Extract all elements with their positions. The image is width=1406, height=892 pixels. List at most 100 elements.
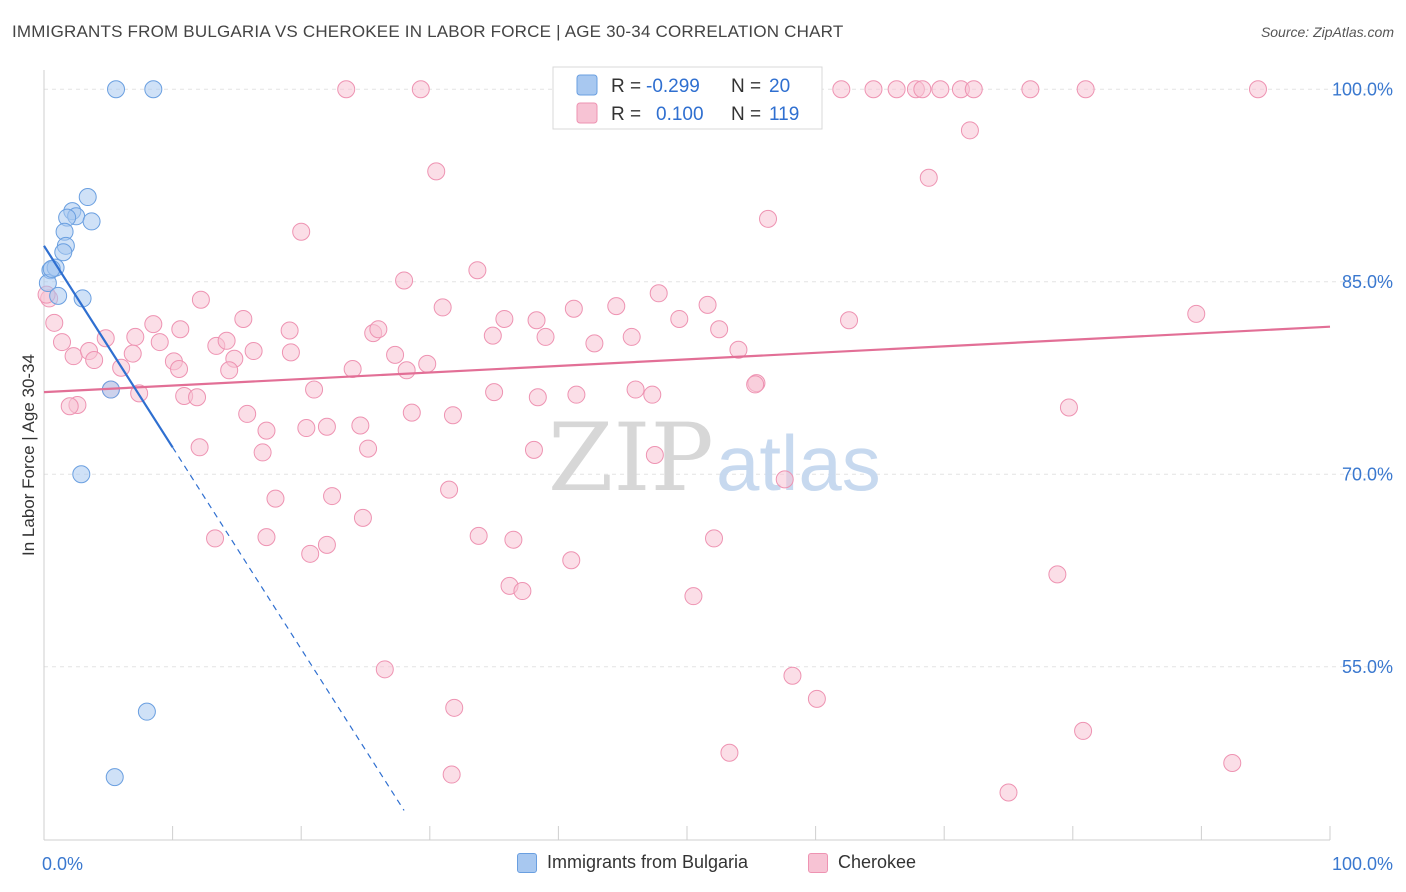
- legend-swatch-bulgaria-bottom: [517, 852, 537, 873]
- cherokee-point-64: [305, 380, 324, 399]
- cherokee-point-95: [301, 544, 320, 563]
- legend-item-bulgaria[interactable]: Immigrants from Bulgaria: [517, 852, 748, 873]
- cherokee-point-119: [60, 397, 79, 416]
- cherokee-point-100: [513, 582, 532, 601]
- bulgaria-point-6: [82, 212, 101, 231]
- x-tick-label-0: 0.0%: [42, 854, 83, 874]
- legend-item-cherokee[interactable]: Cherokee: [808, 852, 916, 873]
- cherokee-point-29: [45, 313, 64, 332]
- cherokee-trend-line: [43, 325, 1331, 394]
- cherokee-point-37: [710, 320, 729, 339]
- cherokee-point-63: [188, 388, 207, 407]
- cherokee-point-19: [395, 271, 414, 290]
- cherokee-point-83: [524, 440, 543, 459]
- cherokee-point-66: [528, 388, 547, 407]
- y-tick-label-1: 85.0%: [1342, 272, 1393, 292]
- cherokee-point-24: [607, 297, 626, 316]
- cherokee-point-12: [1248, 80, 1267, 99]
- chart-title: IMMIGRANTS FROM BULGARIA VS CHEROKEE IN …: [12, 22, 844, 41]
- cherokee-point-22: [433, 298, 452, 317]
- cherokee-point-67: [567, 385, 586, 404]
- cherokee-point-96: [562, 551, 581, 570]
- watermark-atlas: atlas: [716, 419, 881, 507]
- cherokee-point-69: [643, 385, 662, 404]
- legend-r-label-2: R =: [611, 104, 641, 125]
- cherokee-point-98: [1048, 565, 1067, 584]
- cherokee-point-17: [759, 209, 778, 228]
- cherokee-point-1: [411, 80, 430, 99]
- cherokee-point-18: [468, 261, 487, 280]
- cherokee-point-34: [369, 320, 388, 339]
- bulgaria-point-2: [78, 188, 97, 207]
- cherokee-point-106: [1074, 721, 1093, 740]
- cherokee-point-72: [238, 404, 257, 423]
- cherokee-point-49: [85, 351, 104, 370]
- cherokee-point-97: [705, 529, 724, 548]
- trend-lines: [43, 245, 1331, 811]
- cherokee-point-113: [495, 309, 514, 328]
- cherokee-point-3: [864, 80, 883, 99]
- cherokee-point-16: [292, 222, 311, 241]
- bottom-legend: Immigrants from Bulgaria Cherokee: [0, 852, 1406, 878]
- cherokee-point-108: [442, 765, 461, 784]
- cherokee-point-94: [317, 535, 336, 554]
- cherokee-point-82: [359, 439, 378, 458]
- cherokee-point-56: [220, 361, 239, 380]
- cherokee-point-20: [649, 284, 668, 303]
- cherokee-point-115: [840, 311, 859, 330]
- legend-label-cherokee: Cherokee: [838, 852, 917, 872]
- y-axis-label: In Labor Force | Age 30-34: [19, 354, 38, 556]
- cherokee-point-15: [919, 168, 938, 187]
- cherokee-point-23: [564, 299, 583, 318]
- axes: [43, 70, 1331, 841]
- cherokee-point-76: [297, 419, 316, 438]
- cherokee-point-80: [190, 438, 209, 457]
- cherokee-point-59: [418, 354, 437, 373]
- cherokee-point-107: [720, 743, 739, 762]
- bulgaria-point-1: [144, 80, 163, 99]
- cherokee-point-10: [1021, 80, 1040, 99]
- cherokee-point-2: [832, 80, 851, 99]
- legend-r-label-1: R =: [611, 76, 641, 97]
- cherokee-point-109: [1223, 754, 1242, 772]
- bulgaria-trend-line: [43, 245, 174, 448]
- legend-label-bulgaria: Immigrants from Bulgaria: [547, 852, 749, 872]
- stats-legend-frame: [552, 66, 823, 130]
- legend-n-value-2: 119: [769, 104, 799, 125]
- legend-n-value-1: 20: [769, 76, 790, 97]
- cherokee-point-117: [729, 340, 748, 359]
- watermark: ZIP atlas: [548, 404, 881, 513]
- cherokee-point-25: [698, 295, 717, 314]
- legend-n-label-1: N =: [731, 76, 761, 97]
- cherokee-point-68: [626, 380, 645, 399]
- bulgaria-trend-extension: [172, 446, 405, 811]
- cherokee-point-116: [585, 334, 604, 353]
- cherokee-point-93: [504, 530, 523, 549]
- cherokee-point-13: [960, 121, 979, 140]
- cherokee-point-57: [343, 360, 362, 379]
- cherokee-point-84: [645, 446, 664, 464]
- cherokee-point-86: [440, 480, 459, 499]
- cherokee-point-58: [397, 361, 416, 380]
- cherokee-point-88: [323, 487, 342, 506]
- cherokee-point-27: [670, 309, 689, 328]
- cherokee-point-103: [783, 666, 802, 685]
- cherokee-point-7: [931, 80, 950, 99]
- legend-swatch-bulgaria: [576, 74, 598, 96]
- cherokee-point-91: [257, 528, 276, 547]
- cherokee-point-28: [234, 309, 253, 328]
- cherokee-point-118: [746, 375, 765, 394]
- cherokee-point-36: [536, 327, 555, 346]
- cherokee-point-53: [386, 345, 405, 364]
- cherokee-point-31: [171, 320, 190, 339]
- tick-labels: 100.0% 85.0% 70.0% 55.0% 0.0% 100.0%: [42, 79, 1393, 874]
- bulgaria-point-16: [72, 465, 91, 484]
- cherokee-point-110: [999, 783, 1018, 802]
- cherokee-point-87: [266, 489, 285, 508]
- cherokee-point-47: [64, 347, 83, 366]
- y-tick-label-3: 55.0%: [1342, 657, 1393, 677]
- cherokee-point-79: [351, 416, 370, 435]
- series-bulgaria: [38, 80, 163, 787]
- legend-n-label-2: N =: [731, 104, 761, 125]
